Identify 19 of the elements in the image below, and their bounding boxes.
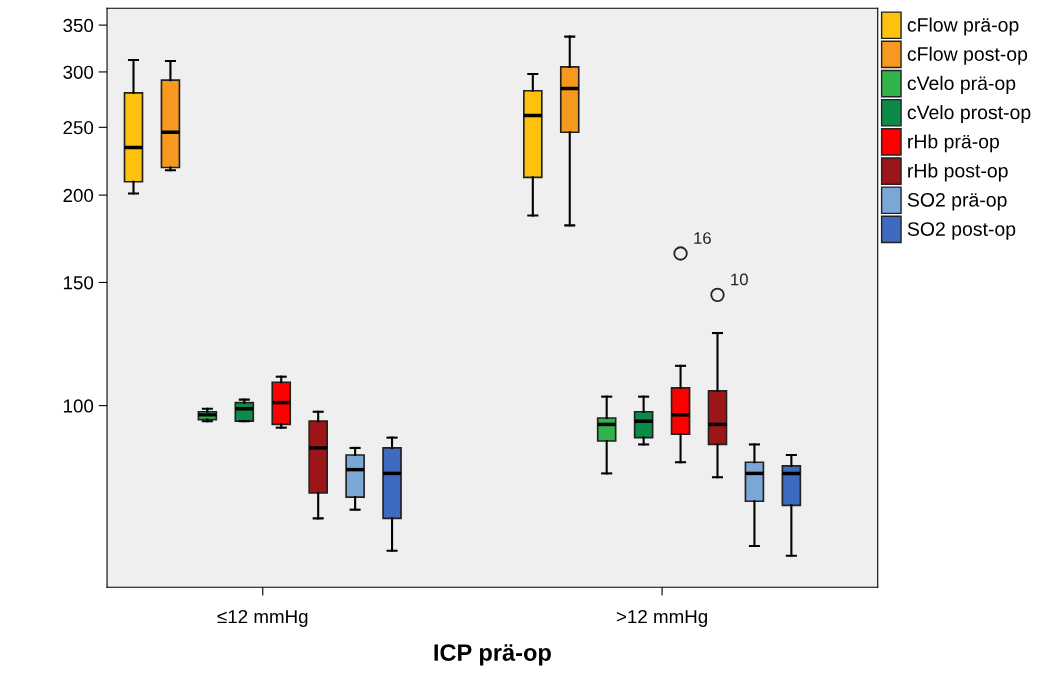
legend-label: cFlow prä-op [907, 17, 1019, 36]
annotation: 10 [731, 273, 748, 286]
legend-label: cFlow post-op [907, 46, 1028, 65]
legend-label: SO2 prä-op [907, 192, 1007, 211]
x-tick-label: >12 mmHg [616, 609, 707, 627]
y-tick-label: 250 [63, 121, 94, 135]
annotation: 16 [694, 232, 711, 244]
x-axis-title: ICP prä-op [434, 644, 551, 666]
legend-label: rHb prä-op [908, 134, 1000, 153]
y-tick-label: 200 [63, 188, 94, 203]
legend-label: SO2 post-op [907, 222, 1016, 240]
x-tick-label: ≤12 mmHg [217, 609, 308, 627]
y-tick-label: 300 [63, 65, 94, 79]
legend-label: cVelo prost-op [907, 104, 1031, 124]
legend-label: cVelo prä-op [907, 75, 1016, 94]
y-tick-label: 100 [64, 399, 94, 413]
y-tick-label: 150 [64, 276, 94, 290]
legend-label: rHb post-op [908, 163, 1008, 182]
y-tick-label: 350 [63, 18, 94, 33]
